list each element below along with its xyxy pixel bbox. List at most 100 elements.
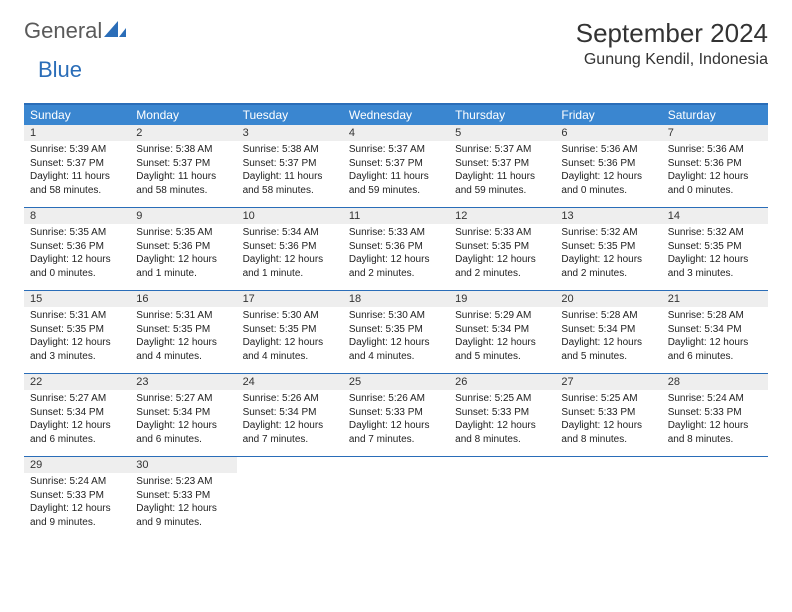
day-number: 24 bbox=[237, 374, 343, 390]
day-number: 13 bbox=[555, 208, 661, 224]
day-body: Sunrise: 5:27 AMSunset: 5:34 PMDaylight:… bbox=[130, 390, 236, 446]
day-cell: 21Sunrise: 5:28 AMSunset: 5:34 PMDayligh… bbox=[662, 291, 768, 373]
day-body: Sunrise: 5:34 AMSunset: 5:36 PMDaylight:… bbox=[237, 224, 343, 280]
day-number: 15 bbox=[24, 291, 130, 307]
day-cell: 5Sunrise: 5:37 AMSunset: 5:37 PMDaylight… bbox=[449, 125, 555, 207]
day-number: 28 bbox=[662, 374, 768, 390]
day-body: Sunrise: 5:27 AMSunset: 5:34 PMDaylight:… bbox=[24, 390, 130, 446]
day-number: 26 bbox=[449, 374, 555, 390]
day-cell: 2Sunrise: 5:38 AMSunset: 5:37 PMDaylight… bbox=[130, 125, 236, 207]
week-row: 8Sunrise: 5:35 AMSunset: 5:36 PMDaylight… bbox=[24, 208, 768, 291]
day-empty bbox=[237, 457, 343, 539]
day-body: Sunrise: 5:23 AMSunset: 5:33 PMDaylight:… bbox=[130, 473, 236, 529]
day-body: Sunrise: 5:24 AMSunset: 5:33 PMDaylight:… bbox=[24, 473, 130, 529]
day-cell: 20Sunrise: 5:28 AMSunset: 5:34 PMDayligh… bbox=[555, 291, 661, 373]
day-empty bbox=[343, 457, 449, 539]
day-number: 9 bbox=[130, 208, 236, 224]
day-cell: 1Sunrise: 5:39 AMSunset: 5:37 PMDaylight… bbox=[24, 125, 130, 207]
day-body: Sunrise: 5:38 AMSunset: 5:37 PMDaylight:… bbox=[130, 141, 236, 197]
day-empty bbox=[555, 457, 661, 539]
day-body: Sunrise: 5:32 AMSunset: 5:35 PMDaylight:… bbox=[555, 224, 661, 280]
day-number: 27 bbox=[555, 374, 661, 390]
day-cell: 27Sunrise: 5:25 AMSunset: 5:33 PMDayligh… bbox=[555, 374, 661, 456]
day-cell: 22Sunrise: 5:27 AMSunset: 5:34 PMDayligh… bbox=[24, 374, 130, 456]
day-number: 11 bbox=[343, 208, 449, 224]
day-body: Sunrise: 5:39 AMSunset: 5:37 PMDaylight:… bbox=[24, 141, 130, 197]
day-number: 8 bbox=[24, 208, 130, 224]
day-body: Sunrise: 5:26 AMSunset: 5:34 PMDaylight:… bbox=[237, 390, 343, 446]
day-cell: 26Sunrise: 5:25 AMSunset: 5:33 PMDayligh… bbox=[449, 374, 555, 456]
day-number: 10 bbox=[237, 208, 343, 224]
day-body: Sunrise: 5:33 AMSunset: 5:36 PMDaylight:… bbox=[343, 224, 449, 280]
dow-mon: Monday bbox=[130, 105, 236, 125]
logo-text-blue: Blue bbox=[38, 57, 82, 82]
day-cell: 30Sunrise: 5:23 AMSunset: 5:33 PMDayligh… bbox=[130, 457, 236, 539]
day-number: 16 bbox=[130, 291, 236, 307]
dow-tue: Tuesday bbox=[237, 105, 343, 125]
day-number: 20 bbox=[555, 291, 661, 307]
day-number: 30 bbox=[130, 457, 236, 473]
day-cell: 9Sunrise: 5:35 AMSunset: 5:36 PMDaylight… bbox=[130, 208, 236, 290]
day-body: Sunrise: 5:35 AMSunset: 5:36 PMDaylight:… bbox=[24, 224, 130, 280]
day-body: Sunrise: 5:35 AMSunset: 5:36 PMDaylight:… bbox=[130, 224, 236, 280]
day-body: Sunrise: 5:37 AMSunset: 5:37 PMDaylight:… bbox=[343, 141, 449, 197]
day-number: 2 bbox=[130, 125, 236, 141]
dow-row: Sunday Monday Tuesday Wednesday Thursday… bbox=[24, 105, 768, 125]
day-number: 14 bbox=[662, 208, 768, 224]
dow-fri: Friday bbox=[555, 105, 661, 125]
logo-sail-icon bbox=[104, 19, 126, 44]
day-cell: 19Sunrise: 5:29 AMSunset: 5:34 PMDayligh… bbox=[449, 291, 555, 373]
day-body: Sunrise: 5:29 AMSunset: 5:34 PMDaylight:… bbox=[449, 307, 555, 363]
day-number: 17 bbox=[237, 291, 343, 307]
day-number: 22 bbox=[24, 374, 130, 390]
logo: General bbox=[24, 18, 128, 44]
day-cell: 24Sunrise: 5:26 AMSunset: 5:34 PMDayligh… bbox=[237, 374, 343, 456]
day-number: 12 bbox=[449, 208, 555, 224]
day-body: Sunrise: 5:31 AMSunset: 5:35 PMDaylight:… bbox=[130, 307, 236, 363]
day-body: Sunrise: 5:26 AMSunset: 5:33 PMDaylight:… bbox=[343, 390, 449, 446]
day-cell: 13Sunrise: 5:32 AMSunset: 5:35 PMDayligh… bbox=[555, 208, 661, 290]
day-body: Sunrise: 5:37 AMSunset: 5:37 PMDaylight:… bbox=[449, 141, 555, 197]
day-cell: 14Sunrise: 5:32 AMSunset: 5:35 PMDayligh… bbox=[662, 208, 768, 290]
week-row: 29Sunrise: 5:24 AMSunset: 5:33 PMDayligh… bbox=[24, 457, 768, 539]
day-empty bbox=[662, 457, 768, 539]
day-body: Sunrise: 5:28 AMSunset: 5:34 PMDaylight:… bbox=[555, 307, 661, 363]
day-cell: 29Sunrise: 5:24 AMSunset: 5:33 PMDayligh… bbox=[24, 457, 130, 539]
day-cell: 25Sunrise: 5:26 AMSunset: 5:33 PMDayligh… bbox=[343, 374, 449, 456]
day-cell: 8Sunrise: 5:35 AMSunset: 5:36 PMDaylight… bbox=[24, 208, 130, 290]
day-cell: 15Sunrise: 5:31 AMSunset: 5:35 PMDayligh… bbox=[24, 291, 130, 373]
dow-sun: Sunday bbox=[24, 105, 130, 125]
day-number: 6 bbox=[555, 125, 661, 141]
dow-sat: Saturday bbox=[662, 105, 768, 125]
day-cell: 6Sunrise: 5:36 AMSunset: 5:36 PMDaylight… bbox=[555, 125, 661, 207]
day-body: Sunrise: 5:28 AMSunset: 5:34 PMDaylight:… bbox=[662, 307, 768, 363]
day-cell: 28Sunrise: 5:24 AMSunset: 5:33 PMDayligh… bbox=[662, 374, 768, 456]
day-number: 29 bbox=[24, 457, 130, 473]
day-body: Sunrise: 5:30 AMSunset: 5:35 PMDaylight:… bbox=[343, 307, 449, 363]
day-body: Sunrise: 5:31 AMSunset: 5:35 PMDaylight:… bbox=[24, 307, 130, 363]
day-number: 19 bbox=[449, 291, 555, 307]
day-cell: 7Sunrise: 5:36 AMSunset: 5:36 PMDaylight… bbox=[662, 125, 768, 207]
day-body: Sunrise: 5:25 AMSunset: 5:33 PMDaylight:… bbox=[449, 390, 555, 446]
day-cell: 23Sunrise: 5:27 AMSunset: 5:34 PMDayligh… bbox=[130, 374, 236, 456]
day-body: Sunrise: 5:24 AMSunset: 5:33 PMDaylight:… bbox=[662, 390, 768, 446]
day-cell: 4Sunrise: 5:37 AMSunset: 5:37 PMDaylight… bbox=[343, 125, 449, 207]
day-number: 3 bbox=[237, 125, 343, 141]
week-row: 22Sunrise: 5:27 AMSunset: 5:34 PMDayligh… bbox=[24, 374, 768, 457]
day-cell: 3Sunrise: 5:38 AMSunset: 5:37 PMDaylight… bbox=[237, 125, 343, 207]
day-body: Sunrise: 5:36 AMSunset: 5:36 PMDaylight:… bbox=[555, 141, 661, 197]
logo-text-general: General bbox=[24, 18, 102, 44]
day-number: 18 bbox=[343, 291, 449, 307]
day-cell: 12Sunrise: 5:33 AMSunset: 5:35 PMDayligh… bbox=[449, 208, 555, 290]
day-number: 23 bbox=[130, 374, 236, 390]
day-body: Sunrise: 5:32 AMSunset: 5:35 PMDaylight:… bbox=[662, 224, 768, 280]
month-title: September 2024 bbox=[576, 18, 768, 49]
day-body: Sunrise: 5:33 AMSunset: 5:35 PMDaylight:… bbox=[449, 224, 555, 280]
day-cell: 10Sunrise: 5:34 AMSunset: 5:36 PMDayligh… bbox=[237, 208, 343, 290]
dow-thu: Thursday bbox=[449, 105, 555, 125]
day-number: 4 bbox=[343, 125, 449, 141]
day-number: 1 bbox=[24, 125, 130, 141]
day-body: Sunrise: 5:25 AMSunset: 5:33 PMDaylight:… bbox=[555, 390, 661, 446]
dow-wed: Wednesday bbox=[343, 105, 449, 125]
week-row: 15Sunrise: 5:31 AMSunset: 5:35 PMDayligh… bbox=[24, 291, 768, 374]
